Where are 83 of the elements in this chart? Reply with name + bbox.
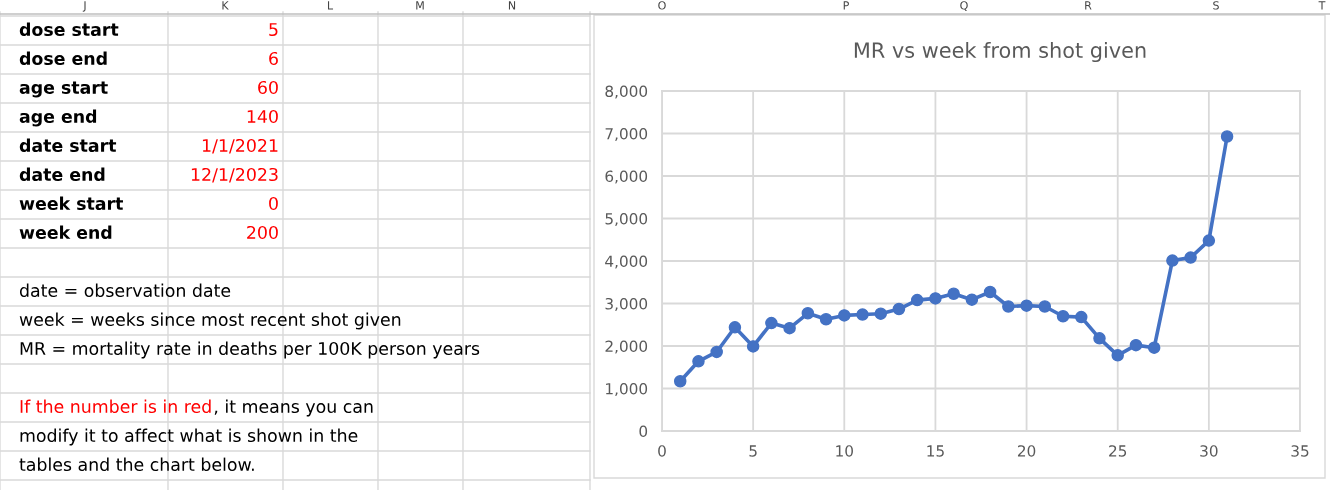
point — [874, 307, 887, 320]
point — [692, 355, 705, 368]
text: modify it to affect what is shown in the — [20, 428, 358, 446]
point — [1111, 349, 1124, 362]
point — [746, 340, 760, 353]
text: week start — [19, 196, 123, 211]
y-tick-label: 7,000 — [605, 127, 648, 142]
point — [1184, 251, 1197, 264]
text: J — [82, 1, 86, 12]
x-tick-label: 25 — [1109, 445, 1127, 457]
text: 200 — [247, 225, 278, 240]
y-tick-label: 2,000 — [605, 340, 648, 354]
text: date end — [19, 167, 105, 182]
x-tick-label: 15 — [927, 445, 944, 457]
text: If the number is in red — [20, 399, 211, 414]
text: date start — [19, 138, 117, 153]
y-tick-label: 4,000 — [605, 255, 648, 269]
point — [910, 293, 924, 307]
x-tick-label: 20 — [1017, 445, 1036, 457]
y-tick-label: 5,000 — [605, 212, 648, 227]
text: 1/1/2021 — [202, 138, 278, 154]
chart-title: MR vs week from shot given — [854, 41, 1146, 63]
point — [1129, 338, 1143, 352]
point — [801, 307, 815, 320]
point — [856, 308, 869, 321]
x-tick-label: 30 — [1200, 445, 1218, 457]
x-tick-label: 10 — [836, 445, 853, 457]
text: week end — [19, 225, 112, 240]
point — [728, 321, 742, 334]
point — [783, 321, 796, 335]
text: S — [1213, 1, 1219, 10]
point — [1038, 300, 1052, 313]
y-tick-label: 8,000 — [605, 85, 648, 99]
text: N — [508, 1, 516, 10]
text: dose end — [19, 51, 107, 66]
point — [1147, 341, 1161, 354]
point — [765, 316, 778, 330]
text: 12/1/2023 — [191, 167, 278, 183]
point — [965, 293, 979, 306]
y-tick-label: 0 — [639, 425, 648, 438]
point — [1166, 254, 1179, 267]
text: M — [416, 1, 424, 10]
y-tick-label: 6,000 — [605, 170, 648, 184]
text: 0 — [269, 196, 278, 211]
text: age end — [19, 109, 97, 127]
y-tick-label: 3,000 — [605, 297, 648, 312]
point — [1056, 309, 1070, 323]
point — [1020, 299, 1033, 312]
text: week = weeks since most recent shot given — [19, 312, 401, 330]
text: R — [1085, 1, 1092, 10]
x-tick-label: 35 — [1291, 445, 1309, 457]
point — [1220, 130, 1234, 143]
text: , it means you can — [214, 399, 373, 417]
x-tick-label: 5 — [749, 445, 757, 457]
point — [892, 302, 906, 316]
text: age start — [19, 81, 108, 98]
text: T — [1318, 1, 1326, 10]
text: dose start — [19, 22, 119, 37]
text: P — [843, 1, 849, 10]
text: date = observation date — [19, 283, 231, 298]
point — [983, 285, 997, 299]
text: 140 — [247, 109, 278, 124]
point — [1075, 310, 1088, 324]
point — [1093, 332, 1106, 345]
text: 6 — [269, 51, 278, 66]
point — [947, 287, 960, 300]
y-tick-label: 1,000 — [606, 382, 648, 397]
point — [838, 309, 851, 322]
point — [1202, 234, 1216, 247]
text: tables and the chart below. — [19, 457, 254, 472]
point — [673, 375, 687, 388]
text: L — [327, 1, 334, 10]
text: MR = mortality rate in deaths per 100K person years — [20, 341, 480, 359]
text: 5 — [269, 23, 278, 37]
text: O — [658, 1, 666, 10]
text: K — [222, 1, 229, 10]
x-tick-label: 0 — [658, 445, 666, 457]
point — [1002, 300, 1015, 313]
text: 60 — [258, 80, 278, 95]
point — [819, 312, 833, 326]
text: Q — [960, 1, 968, 11]
point — [929, 292, 942, 305]
point — [710, 345, 723, 359]
